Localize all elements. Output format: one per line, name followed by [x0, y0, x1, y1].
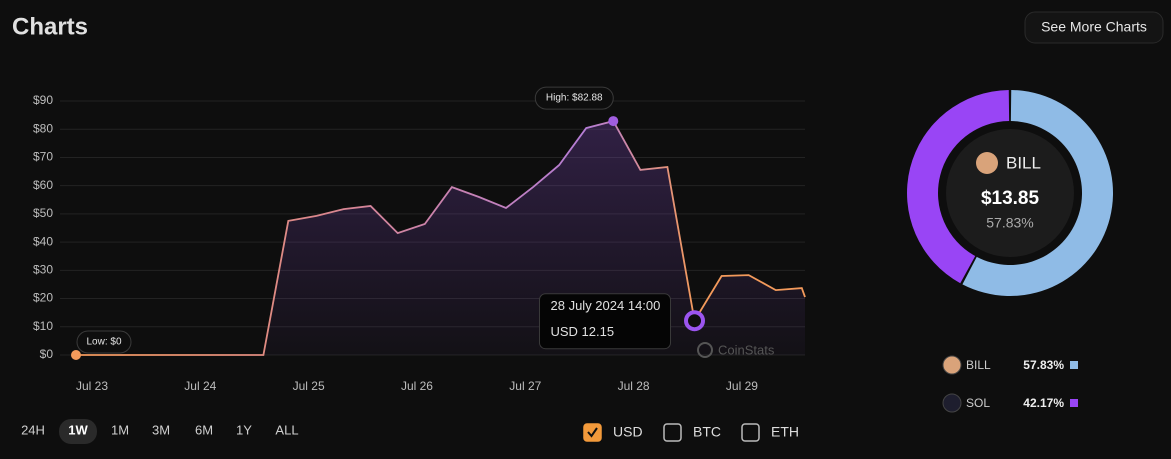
coin-icon — [976, 152, 998, 174]
center-value: $13.85 — [981, 188, 1040, 209]
checkbox-label[interactable]: ETH — [771, 424, 799, 440]
timeframe-label[interactable]: 1W — [68, 422, 88, 437]
checkmark[interactable] — [587, 427, 598, 438]
x-tick-label: Jul 27 — [509, 379, 541, 393]
watermark: CoinStats — [718, 342, 775, 357]
button-bg[interactable] — [1024, 11, 1164, 44]
timeframe-button[interactable]: 1M — [111, 422, 129, 437]
center-percent: 57.83% — [986, 215, 1033, 231]
y-tick-label: $60 — [33, 178, 53, 192]
y-tick-label: $70 — [33, 150, 53, 164]
x-tick-label: Jul 23 — [76, 379, 108, 393]
watermark-icon — [697, 342, 713, 358]
center-name: BILL — [1006, 153, 1041, 172]
y-tick-label: $10 — [33, 319, 53, 333]
tooltip-time: 28 July 2024 14:00 — [551, 298, 661, 313]
see-more-button[interactable]: See More Charts — [1024, 11, 1164, 44]
currency-checkbox[interactable]: ETH — [741, 423, 799, 442]
tooltip-bg — [539, 293, 672, 350]
legend-icon — [942, 393, 962, 413]
checkbox-box[interactable] — [741, 423, 760, 442]
legend-icon — [942, 355, 962, 375]
legend-value: 42.17% — [1023, 396, 1064, 410]
timeframe-button[interactable]: 1Y — [236, 422, 252, 437]
low-label: Low: $0 — [86, 337, 121, 348]
timeframe-label[interactable]: 1M — [111, 422, 129, 437]
timeframe-label[interactable]: 6M — [195, 422, 213, 437]
x-tick-label: Jul 29 — [726, 379, 758, 393]
button-label[interactable]: See More Charts — [1041, 19, 1147, 35]
high-label-bg — [534, 86, 614, 110]
legend-name: BILL — [966, 358, 991, 372]
legend-swatch — [1070, 399, 1078, 407]
x-tick-label: Jul 25 — [293, 379, 325, 393]
x-tick-label: Jul 24 — [184, 379, 216, 393]
y-tick-label: $20 — [33, 291, 53, 305]
x-tick-label: Jul 26 — [401, 379, 433, 393]
timeframe-label[interactable]: 3M — [152, 422, 170, 437]
y-tick-label: $0 — [40, 347, 54, 361]
checkbox-box[interactable] — [583, 423, 602, 442]
currency-checkbox[interactable]: BTC — [663, 423, 721, 442]
low-label-bg — [76, 330, 132, 354]
legend-swatch — [1070, 361, 1078, 369]
y-tick-label: $90 — [33, 93, 53, 107]
donut-segment — [962, 90, 1114, 297]
hover-marker — [684, 310, 706, 332]
low-marker — [71, 350, 81, 360]
y-tick-label: $40 — [33, 234, 53, 248]
checkbox-label[interactable]: BTC — [693, 424, 721, 440]
high-label: High: $82.88 — [546, 93, 603, 104]
legend-name: SOL — [966, 396, 990, 410]
price-line — [76, 120, 806, 356]
tooltip-value: USD 12.15 — [551, 324, 615, 339]
timeframe-button[interactable]: 1W — [59, 419, 97, 444]
checkbox-box[interactable] — [663, 423, 682, 442]
timeframe-label[interactable]: ALL — [275, 422, 298, 437]
currency-checkbox[interactable]: USD — [583, 423, 643, 442]
timeframe-button[interactable]: ALL — [275, 422, 298, 437]
legend-value: 57.83% — [1023, 358, 1064, 372]
page-title: Charts — [12, 13, 88, 40]
timeframe-button[interactable]: 3M — [152, 422, 170, 437]
timeframe-label[interactable]: 24H — [21, 422, 45, 437]
high-marker — [608, 116, 619, 127]
y-tick-label: $50 — [33, 206, 53, 220]
timeframe-selected-bg[interactable] — [59, 419, 97, 444]
timeframe-button[interactable]: 24H — [21, 422, 45, 437]
y-tick-label: $80 — [33, 121, 53, 135]
y-tick-label: $30 — [33, 263, 53, 277]
timeframe-button[interactable]: 6M — [195, 422, 213, 437]
timeframe-label[interactable]: 1Y — [236, 422, 252, 437]
checkbox-label[interactable]: USD — [613, 424, 643, 440]
x-tick-label: Jul 28 — [618, 379, 650, 393]
donut-segment — [907, 90, 1010, 284]
